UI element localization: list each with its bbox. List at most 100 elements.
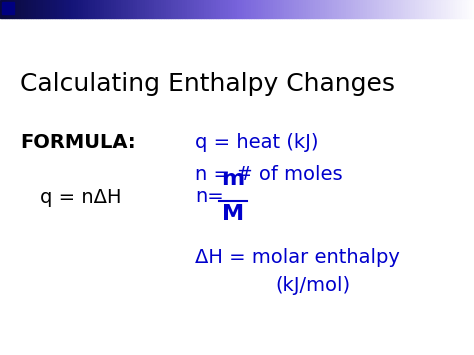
Bar (142, 0, 145, 18)
Bar (356, 0, 358, 18)
Text: q = heat (kJ): q = heat (kJ) (195, 133, 319, 152)
Bar (308, 0, 310, 18)
Bar (33, 0, 36, 18)
Bar (417, 0, 419, 18)
Bar (43, 0, 45, 18)
Bar (412, 0, 415, 18)
Bar (123, 0, 126, 18)
Bar (156, 0, 159, 18)
Bar (166, 0, 168, 18)
Bar (28, 0, 31, 18)
Bar (192, 0, 194, 18)
Bar (137, 0, 140, 18)
Text: m: m (221, 169, 245, 189)
Bar (273, 0, 275, 18)
Bar (408, 0, 410, 18)
Bar (201, 0, 204, 18)
Bar (73, 0, 76, 18)
Bar (133, 0, 135, 18)
Bar (337, 0, 339, 18)
Bar (71, 0, 73, 18)
Bar (31, 0, 33, 18)
Bar (391, 0, 393, 18)
Bar (235, 0, 237, 18)
Bar (429, 0, 431, 18)
Bar (263, 0, 265, 18)
Bar (427, 0, 429, 18)
Bar (303, 0, 306, 18)
Bar (40, 0, 43, 18)
Bar (384, 0, 386, 18)
Bar (211, 0, 213, 18)
Bar (450, 0, 453, 18)
Bar (178, 0, 180, 18)
Text: ΔH = molar enthalpy: ΔH = molar enthalpy (195, 248, 400, 267)
Bar (379, 0, 382, 18)
Bar (431, 0, 434, 18)
Bar (386, 0, 389, 18)
Bar (280, 0, 282, 18)
Bar (284, 0, 287, 18)
Bar (59, 0, 62, 18)
Bar (457, 0, 460, 18)
Bar (85, 0, 88, 18)
Bar (419, 0, 422, 18)
Bar (465, 0, 467, 18)
Bar (90, 0, 92, 18)
Bar (346, 0, 348, 18)
Bar (261, 0, 263, 18)
Bar (275, 0, 277, 18)
Bar (339, 0, 341, 18)
Bar (2, 0, 5, 18)
Bar (152, 0, 154, 18)
Bar (265, 0, 268, 18)
Bar (396, 0, 398, 18)
Bar (88, 0, 90, 18)
Bar (14, 0, 17, 18)
Bar (47, 0, 50, 18)
Bar (327, 0, 329, 18)
Bar (175, 0, 178, 18)
Bar (9, 0, 12, 18)
Bar (180, 0, 182, 18)
Bar (358, 0, 360, 18)
Bar (268, 0, 270, 18)
Bar (315, 0, 318, 18)
Bar (206, 0, 209, 18)
Bar (149, 0, 152, 18)
Bar (320, 0, 322, 18)
Bar (161, 0, 164, 18)
Bar (344, 0, 346, 18)
Bar (17, 0, 19, 18)
Bar (140, 0, 142, 18)
Bar (401, 0, 403, 18)
Bar (182, 0, 185, 18)
Text: n=: n= (195, 187, 224, 207)
Bar (147, 0, 149, 18)
Bar (135, 0, 137, 18)
Bar (237, 0, 239, 18)
Bar (204, 0, 206, 18)
Bar (254, 0, 256, 18)
Bar (374, 0, 377, 18)
Bar (97, 0, 100, 18)
Bar (187, 0, 190, 18)
Bar (313, 0, 315, 18)
Bar (190, 0, 192, 18)
Bar (405, 0, 408, 18)
Bar (363, 0, 365, 18)
Bar (398, 0, 401, 18)
Bar (76, 0, 78, 18)
Bar (270, 0, 273, 18)
Bar (448, 0, 450, 18)
Bar (469, 0, 472, 18)
Bar (232, 0, 235, 18)
Text: M: M (222, 204, 244, 224)
Bar (159, 0, 161, 18)
Bar (393, 0, 396, 18)
Bar (19, 0, 21, 18)
Bar (246, 0, 249, 18)
Bar (306, 0, 308, 18)
Bar (292, 0, 294, 18)
Text: (kJ/mol): (kJ/mol) (275, 276, 350, 295)
